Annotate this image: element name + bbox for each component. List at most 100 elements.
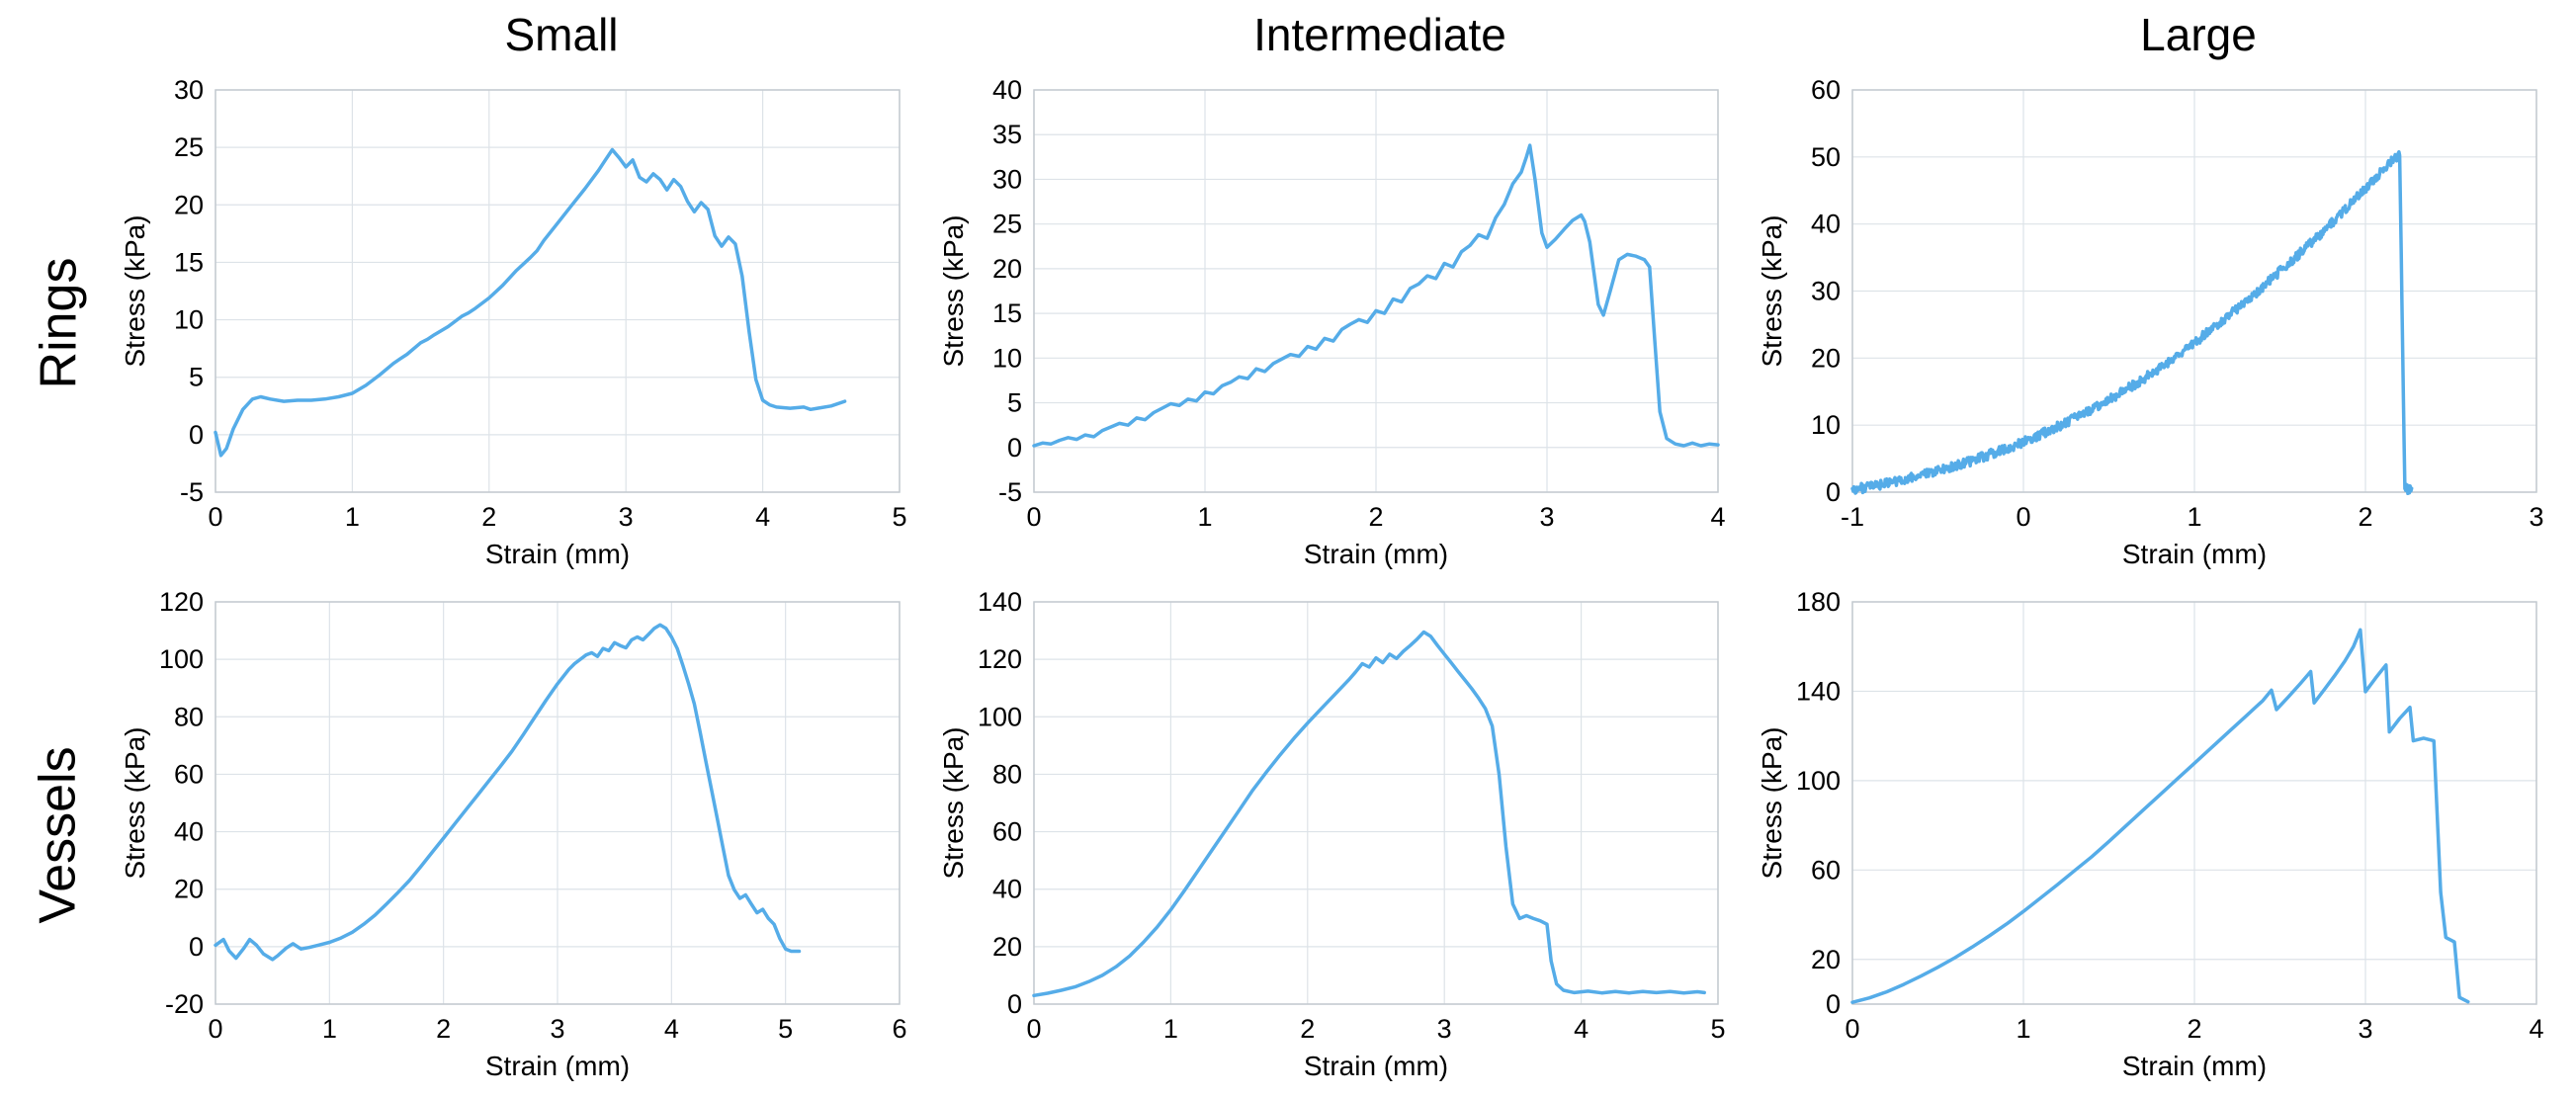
svg-text:2: 2 — [436, 1014, 451, 1044]
svg-text:4: 4 — [755, 502, 770, 532]
svg-text:2: 2 — [481, 502, 496, 532]
svg-text:20: 20 — [174, 874, 204, 903]
svg-text:20: 20 — [992, 253, 1022, 283]
svg-text:60: 60 — [1811, 855, 1841, 885]
svg-text:5: 5 — [892, 502, 906, 532]
svg-text:3: 3 — [550, 1014, 564, 1044]
svg-text:100: 100 — [978, 702, 1022, 731]
svg-text:80: 80 — [992, 759, 1022, 789]
svg-text:10: 10 — [174, 304, 204, 334]
svg-text:-5: -5 — [180, 477, 204, 507]
svg-text:10: 10 — [992, 343, 1022, 373]
row-title-vessels: Vessels — [30, 746, 87, 924]
svg-text:1: 1 — [2187, 502, 2201, 532]
svg-text:Strain (mm): Strain (mm) — [485, 1051, 630, 1081]
svg-text:15: 15 — [174, 247, 204, 277]
svg-text:3: 3 — [619, 502, 634, 532]
svg-text:Strain (mm): Strain (mm) — [1304, 539, 1448, 569]
svg-text:3: 3 — [1539, 502, 1554, 532]
svg-text:15: 15 — [992, 298, 1022, 328]
svg-text:1: 1 — [2016, 1014, 2030, 1044]
svg-text:0: 0 — [2016, 502, 2030, 532]
svg-text:0: 0 — [1826, 989, 1841, 1019]
vessels-row: Vessels 0 1 2 3 4 5 6 -20 0 20 40 60 80 100 120 Strain … — [0, 579, 2576, 1091]
row-title-rings: Rings — [30, 257, 88, 389]
svg-text:4: 4 — [2529, 1014, 2543, 1044]
chart-rings-small: 0 1 2 3 4 5 -5 0 5 10 15 20 25 30 Strain (mm) Stress (k… — [117, 67, 935, 579]
svg-text:0: 0 — [1845, 1014, 1859, 1044]
chart-vessels-small: 0 1 2 3 4 5 6 -20 0 20 40 60 80 100 120 Strain (mm) Stre… — [117, 579, 935, 1091]
svg-text:1: 1 — [322, 1014, 337, 1044]
svg-text:4: 4 — [1574, 1014, 1589, 1044]
svg-text:1: 1 — [1197, 502, 1212, 532]
svg-text:60: 60 — [1811, 75, 1841, 105]
svg-text:120: 120 — [978, 644, 1022, 674]
svg-text:60: 60 — [174, 759, 204, 789]
svg-text:-20: -20 — [165, 989, 204, 1019]
svg-text:-5: -5 — [998, 477, 1022, 507]
svg-text:60: 60 — [992, 816, 1022, 846]
svg-text:4: 4 — [1710, 502, 1725, 532]
svg-text:5: 5 — [189, 362, 204, 391]
svg-text:5: 5 — [1710, 1014, 1725, 1044]
rings-row: Rings 0 1 2 3 4 5 -5 0 5 10 15 20 25 30 Strain (mm) Str… — [0, 67, 2576, 579]
svg-text:2: 2 — [1300, 1014, 1315, 1044]
svg-text:40: 40 — [174, 816, 204, 846]
svg-text:Stress (kPa): Stress (kPa) — [120, 726, 150, 879]
svg-text:25: 25 — [174, 132, 204, 162]
svg-text:100: 100 — [1796, 765, 1841, 795]
svg-text:6: 6 — [892, 1014, 906, 1044]
chart-vessels-large: 0 1 2 3 4 0 20 60 100 140 180 Strain (mm) Stress (kP… — [1754, 579, 2572, 1091]
svg-text:0: 0 — [1026, 502, 1041, 532]
svg-text:140: 140 — [1796, 676, 1841, 706]
svg-text:40: 40 — [1811, 209, 1841, 238]
svg-text:3: 3 — [1437, 1014, 1452, 1044]
svg-text:35: 35 — [992, 120, 1022, 149]
svg-text:2: 2 — [1368, 502, 1383, 532]
svg-text:5: 5 — [778, 1014, 793, 1044]
svg-text:Strain (mm): Strain (mm) — [2122, 539, 2267, 569]
svg-text:0: 0 — [1007, 432, 1022, 462]
chart-rings-large: -1 0 1 2 3 0 10 20 30 40 50 60 Strain (mm) Stress (kP… — [1754, 67, 2572, 579]
chart-rings-intermediate: 0 1 2 3 4 -5 0 5 10 15 20 25 30 35 40 Strain (mm) Stress… — [935, 67, 1754, 579]
svg-text:100: 100 — [159, 644, 204, 674]
svg-text:80: 80 — [174, 702, 204, 731]
svg-text:40: 40 — [992, 874, 1022, 903]
svg-text:50: 50 — [1811, 141, 1841, 171]
column-title-large: Large — [2140, 9, 2257, 60]
svg-text:30: 30 — [992, 164, 1022, 194]
column-title-intermediate: Intermediate — [1253, 9, 1506, 60]
svg-text:0: 0 — [1826, 477, 1841, 507]
svg-text:30: 30 — [1811, 276, 1841, 305]
svg-text:25: 25 — [992, 209, 1022, 238]
svg-text:4: 4 — [664, 1014, 679, 1044]
svg-text:20: 20 — [1811, 944, 1841, 973]
svg-text:0: 0 — [208, 1014, 222, 1044]
column-title-small: Small — [504, 9, 619, 60]
svg-text:Stress (kPa): Stress (kPa) — [938, 214, 969, 367]
chart-vessels-intermediate: 0 1 2 3 4 5 0 20 40 60 80 100 120 140 Strain (mm) Stres… — [935, 579, 1754, 1091]
svg-text:0: 0 — [189, 419, 204, 449]
svg-text:0: 0 — [1026, 1014, 1041, 1044]
svg-text:0: 0 — [189, 931, 204, 961]
svg-text:1: 1 — [345, 502, 360, 532]
row-label-cell-rings: Rings — [0, 67, 117, 579]
svg-text:20: 20 — [174, 190, 204, 219]
svg-text:2: 2 — [2187, 1014, 2201, 1044]
svg-text:40: 40 — [992, 75, 1022, 105]
svg-text:0: 0 — [208, 502, 222, 532]
svg-text:10: 10 — [1811, 410, 1841, 440]
svg-text:1: 1 — [1163, 1014, 1178, 1044]
svg-text:-1: -1 — [1841, 502, 1864, 532]
svg-text:5: 5 — [1007, 387, 1022, 417]
svg-text:180: 180 — [1796, 587, 1841, 617]
svg-text:3: 3 — [2358, 1014, 2372, 1044]
svg-text:Stress (kPa): Stress (kPa) — [938, 726, 969, 879]
svg-text:Stress (kPa): Stress (kPa) — [1757, 726, 1787, 879]
svg-text:Strain (mm): Strain (mm) — [2122, 1051, 2267, 1081]
svg-text:Strain (mm): Strain (mm) — [1304, 1051, 1448, 1081]
svg-text:Stress (kPa): Stress (kPa) — [1757, 214, 1787, 367]
svg-text:120: 120 — [159, 587, 204, 617]
svg-text:30: 30 — [174, 75, 204, 105]
